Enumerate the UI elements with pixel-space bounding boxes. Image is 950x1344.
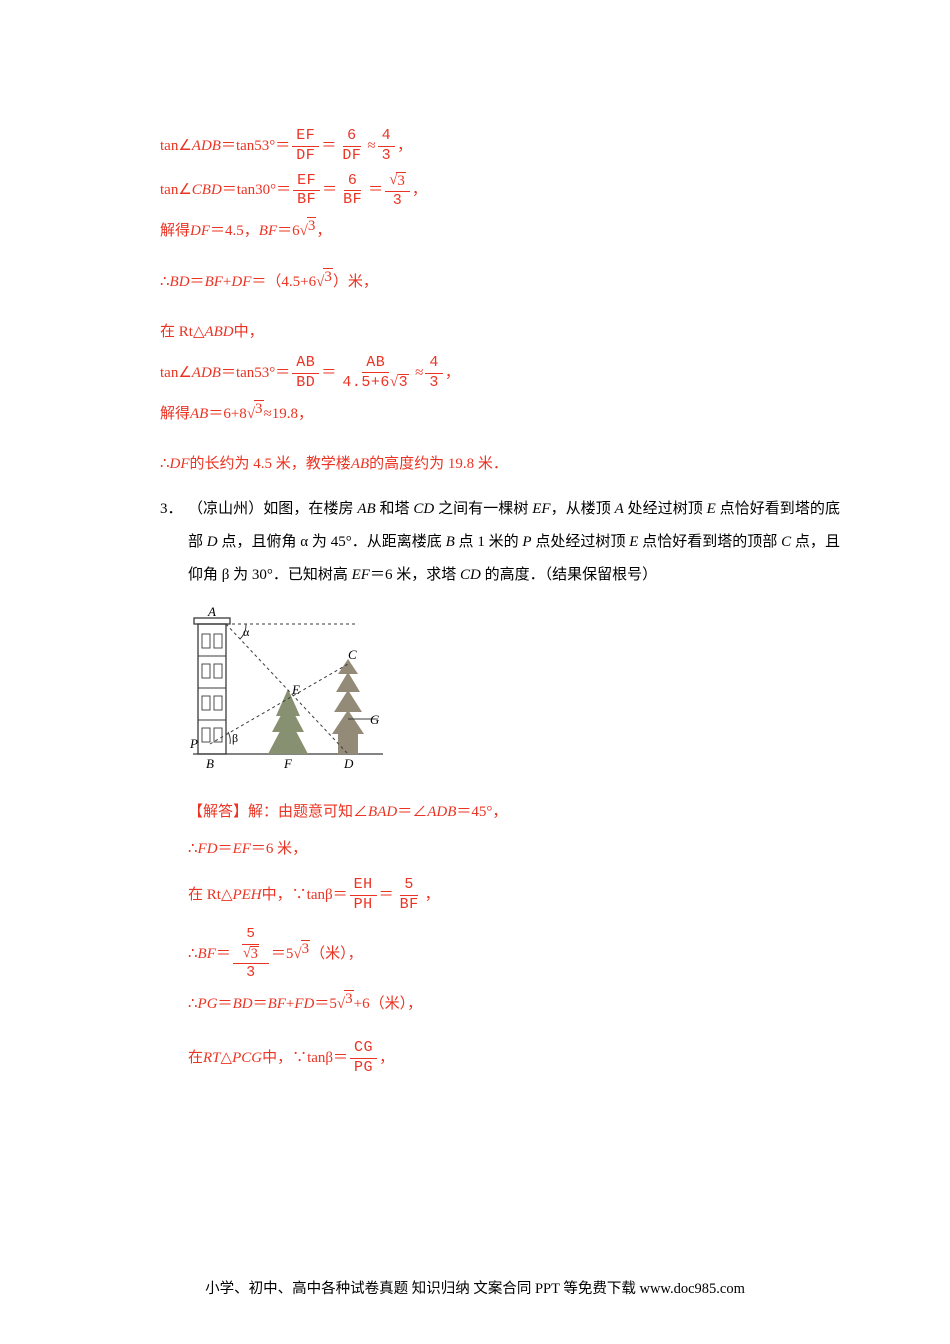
- answer-line-5: ∴PG＝BD＝BF+FD＝53+6（米），: [160, 990, 840, 1019]
- label-c: C: [348, 647, 357, 662]
- label-d: D: [343, 756, 354, 771]
- equation-tan-adb-2: tan∠ADB＝tan53°＝ ABBD ＝ AB4.5+63 ≈ 43 ，: [160, 355, 840, 392]
- question-3: 3． （凉山州）如图，在楼房 AB 和塔 CD 之间有一棵树 EF，从楼顶 A …: [160, 493, 840, 592]
- label-b: B: [206, 756, 214, 771]
- answer-line-6: 在 RT△PCG 中，∵tanβ＝ CGPG ，: [160, 1040, 840, 1076]
- label-f: F: [283, 756, 293, 771]
- page-footer: 小学、初中、高中各种试卷真题 知识归纳 文案合同 PPT 等免费下载 www.d…: [0, 1276, 950, 1304]
- conclusion-1: ∴DF 的长约为 4.5 米，教学楼 AB 的高度约为 19.8 米．: [160, 450, 840, 479]
- solve-df-bf: 解得 DF＝4.5，BF＝63，: [160, 217, 840, 246]
- question-number: 3．: [160, 493, 188, 592]
- label-e: E: [291, 682, 300, 697]
- in-rt-abd: 在 Rt△ABD 中，: [160, 318, 840, 347]
- label-alpha: α: [243, 625, 250, 639]
- label-p: P: [189, 736, 198, 751]
- equation-tan-cbd: tan∠CBD＝tan30°＝ EFBF ＝ 6BF ＝ 33 ，: [160, 172, 840, 209]
- label-a: A: [207, 604, 216, 619]
- geometry-diagram: A α C E G P β B F D: [188, 604, 388, 774]
- document-page: tan∠ADB＝tan53°＝ EFDF ＝ 6DF ≈ 43 ， tan∠CB…: [0, 0, 950, 1344]
- label-beta: β: [232, 731, 238, 745]
- answer-line-3: 在 Rt△PEH 中，∵tanβ＝ EHPH ＝ 5BF ，: [160, 877, 840, 913]
- answer-line-2: ∴FD＝EF＝6 米，: [160, 835, 840, 864]
- equation-tan-adb-1: tan∠ADB＝tan53°＝ EFDF ＝ 6DF ≈ 43 ，: [160, 128, 840, 164]
- answer-line-1: 【解答】解：由题意可知∠BAD＝∠ADB＝45°，: [160, 798, 840, 827]
- answer-tag: 【解答】: [188, 798, 248, 827]
- solve-ab: 解得 AB＝6+83≈19.8，: [160, 400, 840, 429]
- answer-line-4: ∴BF＝ 5 3 3 ＝53（米），: [160, 927, 840, 982]
- label-g: G: [370, 712, 380, 727]
- bd-expression: ∴BD＝BF+DF＝（4.5+63）米，: [160, 268, 840, 297]
- diagram-container: A α C E G P β B F D: [160, 598, 840, 791]
